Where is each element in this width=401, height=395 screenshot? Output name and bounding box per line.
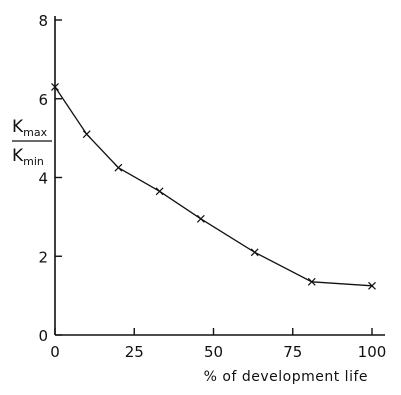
data-point-marker <box>307 277 316 286</box>
y-tick-label: 6 <box>38 91 48 109</box>
data-point-marker <box>368 281 376 290</box>
y-label-denominator-main: K <box>12 146 24 166</box>
y-label-numerator-sub: max <box>23 126 47 139</box>
y-tick-label: 2 <box>38 248 48 266</box>
y-tick-label: 4 <box>38 170 48 188</box>
data-point-marker <box>114 163 123 172</box>
series-line <box>54 86 373 287</box>
y-label-denominator-sub: min <box>23 155 44 168</box>
y-ticks: 0 2 4 6 8 <box>38 12 62 345</box>
data-point-marker <box>250 248 259 257</box>
y-axis-label: Kmax Kmin <box>12 117 52 168</box>
x-tick-label: 50 <box>204 343 223 361</box>
y-tick-label: 8 <box>38 12 48 30</box>
x-tick-label: 100 <box>358 343 387 361</box>
y-tick-label: 0 <box>38 327 48 345</box>
x-ticks: 0 25 50 75 100 <box>50 328 386 361</box>
x-tick-label: 25 <box>125 343 144 361</box>
y-label-denominator: Kmin <box>12 146 44 168</box>
series-layer <box>51 83 376 290</box>
data-point-marker <box>196 214 205 223</box>
y-label-numerator: Kmax <box>12 117 48 139</box>
data-point-marker <box>51 83 59 91</box>
x-tick-label: 0 <box>50 343 60 361</box>
data-point-marker <box>82 130 91 139</box>
axes <box>54 16 385 336</box>
x-tick-label: 75 <box>283 343 302 361</box>
x-axis-label: % of development life <box>204 369 368 385</box>
data-point-marker <box>155 187 164 196</box>
y-label-numerator-main: K <box>12 117 24 137</box>
